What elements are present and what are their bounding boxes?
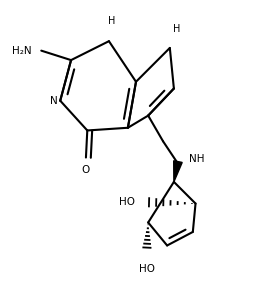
- Text: N: N: [50, 96, 57, 106]
- Text: HO: HO: [139, 264, 155, 274]
- Text: H₂N: H₂N: [12, 46, 32, 56]
- Text: H: H: [108, 16, 115, 26]
- Text: O: O: [82, 165, 90, 175]
- Text: HO: HO: [119, 197, 135, 207]
- Text: H: H: [173, 24, 180, 34]
- Text: NH: NH: [189, 154, 204, 164]
- Polygon shape: [174, 161, 182, 182]
